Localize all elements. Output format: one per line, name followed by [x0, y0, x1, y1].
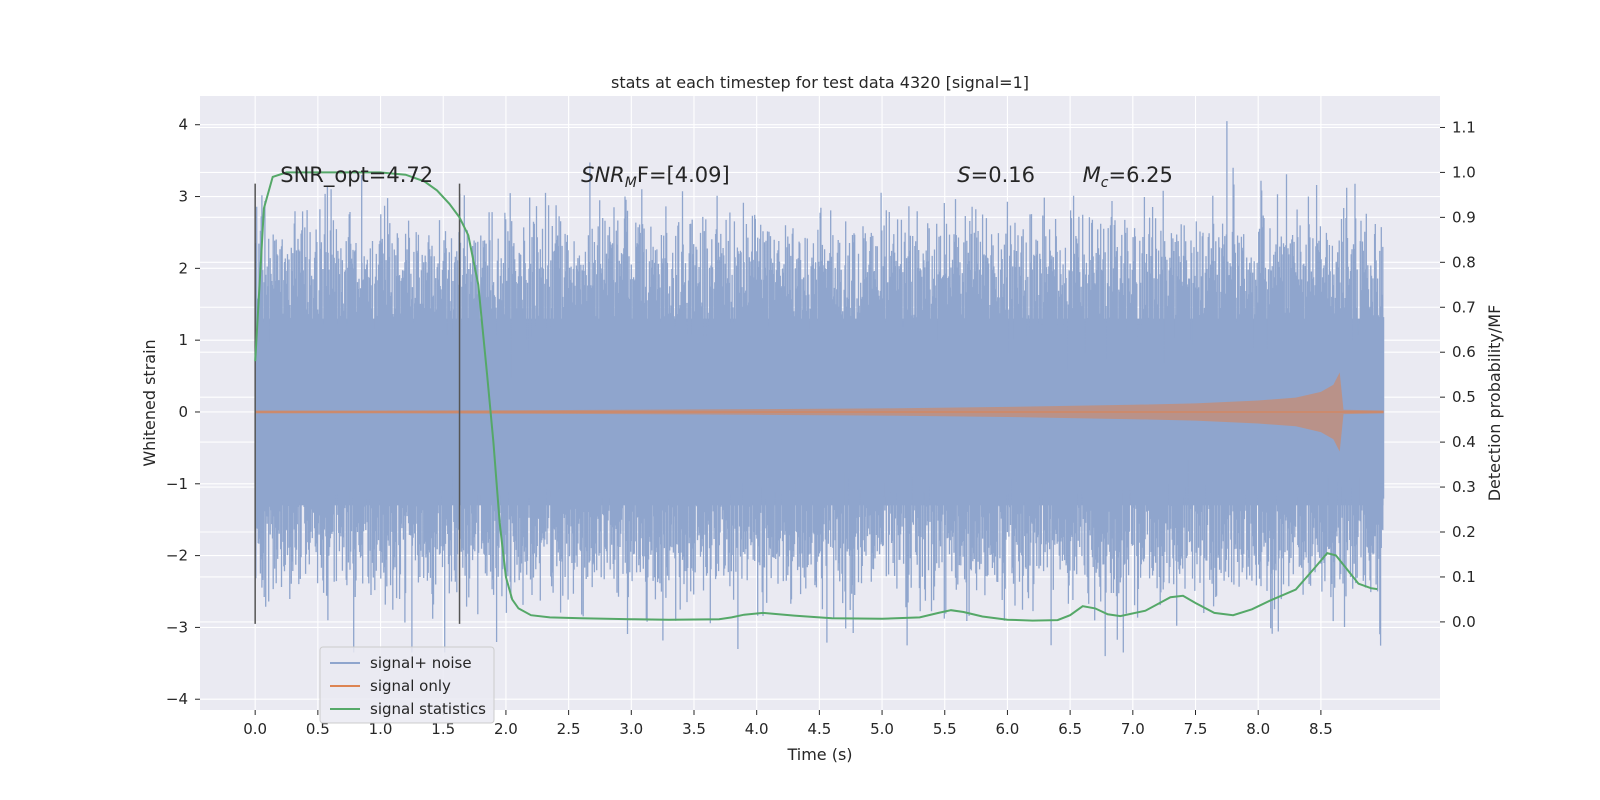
y-right-tick-label-0: 0.0 [1452, 613, 1476, 631]
x-tick-label-15: 7.5 [1184, 720, 1208, 738]
y-tick-label-0: −4 [166, 690, 188, 708]
x-tick-label-5: 2.5 [557, 720, 581, 738]
x-tick-label-4: 2.0 [494, 720, 518, 738]
signal-statistics-line [254, 171, 1378, 622]
x-tick-label-1: 0.5 [306, 720, 330, 738]
y-tick-label-6: 2 [178, 259, 188, 277]
signal-only-series [255, 372, 1384, 452]
y-tick-label-1: −3 [166, 618, 188, 636]
y-tick-label-5: 1 [178, 331, 188, 349]
y-right-tick-label-2: 0.2 [1452, 523, 1476, 541]
legend: signal+ noise signal only signal statist… [319, 646, 495, 724]
y-right-tick-label-8: 0.8 [1452, 253, 1476, 271]
y-tick-label-8: 4 [178, 116, 188, 134]
y-right-tick-label-1: 0.1 [1452, 568, 1476, 586]
y-right-tick-label-10: 1.0 [1452, 163, 1476, 181]
y-right-tick-label-9: 0.9 [1452, 208, 1476, 226]
annotation-0: SNR_opt=4.72 [280, 163, 433, 188]
y-right-tick-label-7: 0.7 [1452, 298, 1476, 316]
annotation-1: SNRMF=[4.09] [581, 163, 730, 191]
x-tick-label-6: 3.0 [619, 720, 643, 738]
y-tick-label-7: 3 [178, 188, 188, 206]
x-tick-label-8: 4.0 [745, 720, 769, 738]
x-tick-label-11: 5.5 [933, 720, 957, 738]
x-tick-label-10: 5.0 [870, 720, 894, 738]
x-tick-label-17: 8.5 [1309, 720, 1333, 738]
y-tick-label-2: −2 [166, 547, 188, 565]
chart-title: stats at each timestep for test data 432… [611, 73, 1029, 92]
y-tick-label-3: −1 [166, 475, 188, 493]
left-y-axis-ticks: −4 −3 −2 −1 0 1 2 3 4 [166, 116, 200, 708]
x-tick-label-16: 8.0 [1246, 720, 1270, 738]
x-tick-label-13: 6.5 [1058, 720, 1082, 738]
legend-label-signal-statistics: signal statistics [370, 700, 486, 718]
legend-label-signal-noise: signal+ noise [370, 654, 472, 672]
legend-box [319, 646, 495, 724]
annotations: SNR_opt=4.72 SNRMF=[4.09] S=0.16 Mc=6.25 [280, 163, 1173, 191]
x-tick-label-12: 6.0 [996, 720, 1020, 738]
right-y-axis-ticks: 0.0 0.1 0.2 0.3 0.4 0.5 0.6 0.7 0.8 0.9 1.0 1.1 [1440, 118, 1476, 631]
annotation-3: Mc=6.25 [1083, 163, 1173, 191]
y-axis-label: Whitened strain [140, 339, 159, 466]
y-right-tick-label-5: 0.5 [1452, 388, 1476, 406]
x-tick-label-9: 4.5 [807, 720, 831, 738]
y-right-tick-label-6: 0.6 [1452, 343, 1476, 361]
y-right-tick-label-11: 1.1 [1452, 118, 1476, 136]
legend-label-signal-only: signal only [370, 677, 451, 695]
x-axis-ticks: 0.0 0.5 1.0 1.5 2.0 2.5 3.0 3.5 4.0 4.5 5.0 5.5 6.0 6… [243, 710, 1333, 738]
y-right-tick-label-4: 0.4 [1452, 433, 1476, 451]
x-tick-label-14: 7.0 [1121, 720, 1145, 738]
detection-window-lines [254, 183, 461, 624]
y-tick-label-4: 0 [178, 403, 188, 421]
y-right-tick-label-3: 0.3 [1452, 478, 1476, 496]
x-tick-label-0: 0.0 [243, 720, 267, 738]
x-tick-label-3: 1.5 [431, 720, 455, 738]
x-axis-label: Time (s) [786, 745, 852, 764]
y-axis-right-label: Detection probability/MF [1485, 305, 1504, 502]
x-tick-label-7: 3.5 [682, 720, 706, 738]
signal-statistics-series [254, 171, 1378, 622]
x-tick-label-2: 1.0 [369, 720, 393, 738]
annotation-2: S=0.16 [957, 163, 1035, 187]
